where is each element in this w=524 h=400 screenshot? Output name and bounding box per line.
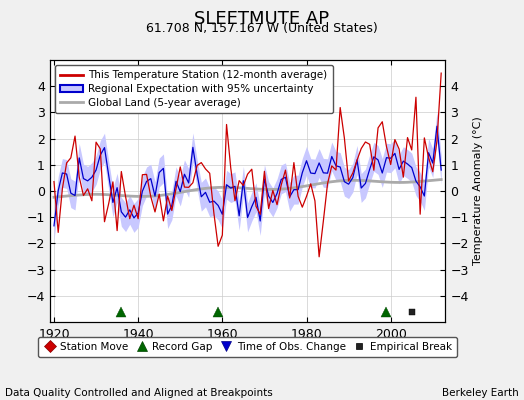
Text: 61.708 N, 157.167 W (United States): 61.708 N, 157.167 W (United States) [146,22,378,35]
Text: Data Quality Controlled and Aligned at Breakpoints: Data Quality Controlled and Aligned at B… [5,388,273,398]
Y-axis label: Temperature Anomaly (°C): Temperature Anomaly (°C) [473,117,483,265]
Text: Berkeley Earth: Berkeley Earth [442,388,519,398]
Text: SLEETMUTE AP: SLEETMUTE AP [194,10,330,28]
Legend: This Temperature Station (12-month average), Regional Expectation with 95% uncer: This Temperature Station (12-month avera… [55,65,333,113]
Legend: Station Move, Record Gap, Time of Obs. Change, Empirical Break: Station Move, Record Gap, Time of Obs. C… [38,337,457,357]
